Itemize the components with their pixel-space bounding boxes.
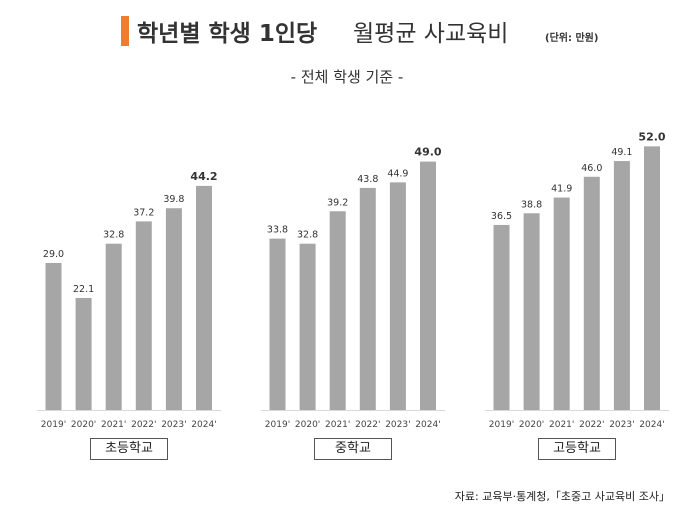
data-label: 33.8 — [267, 225, 288, 236]
bar — [299, 243, 316, 410]
x-tick-label: 2024' — [639, 420, 664, 430]
x-tick-label: 2024' — [415, 420, 440, 430]
data-label: 52.0 — [638, 130, 665, 143]
data-label: 37.2 — [133, 207, 154, 218]
bar — [644, 146, 660, 411]
school-level-label: 중학교 — [314, 438, 392, 460]
bar — [359, 187, 376, 410]
data-label: 32.8 — [103, 230, 124, 241]
school-level-label: 초등학교 — [90, 438, 168, 460]
bar — [105, 243, 122, 410]
bar — [583, 176, 600, 410]
source-note: 자료: 교육부·통계청,「초중고 사교육비 조사」 — [454, 490, 670, 503]
bar — [523, 213, 540, 410]
x-tick-label: 2019' — [265, 420, 290, 430]
data-label: 32.8 — [297, 230, 318, 241]
data-label: 39.2 — [327, 197, 348, 208]
bar — [493, 224, 510, 410]
data-label: 49.0 — [414, 146, 441, 159]
bar — [613, 161, 630, 410]
bar — [135, 221, 152, 410]
data-label: 38.8 — [521, 199, 542, 210]
data-label: 39.8 — [163, 194, 184, 205]
x-tick-label: 2022' — [579, 420, 604, 430]
x-tick-label: 2024' — [191, 420, 216, 430]
x-tick-label: 2023' — [161, 420, 186, 430]
data-label: 41.9 — [551, 184, 572, 195]
data-label: 44.9 — [387, 168, 408, 179]
bar — [553, 197, 570, 410]
data-label: 36.5 — [491, 211, 512, 222]
x-tick-label: 2020' — [519, 420, 544, 430]
bar — [420, 161, 436, 410]
x-tick-label: 2021' — [101, 420, 126, 430]
data-label: 46.0 — [581, 163, 602, 174]
x-tick-label: 2023' — [385, 420, 410, 430]
school-level-label: 고등학교 — [538, 438, 616, 460]
title-bar: 학년별 학생 1인당 월평균 사교육비 (단위: 만원) — [0, 12, 694, 52]
bar — [45, 262, 62, 410]
x-tick-label: 2020' — [295, 420, 320, 430]
x-tick-label: 2022' — [355, 420, 380, 430]
chart-title-normal: 월평균 사교육비 — [353, 21, 509, 47]
data-label: 49.1 — [611, 147, 632, 158]
bar — [269, 238, 286, 410]
data-label: 22.1 — [73, 284, 94, 295]
bar — [196, 185, 212, 410]
x-tick-label: 2021' — [549, 420, 574, 430]
chart-subtitle: - 전체 학생 기준 - — [290, 68, 404, 86]
bar — [389, 182, 406, 410]
data-label: 29.0 — [43, 249, 64, 260]
x-tick-label: 2020' — [71, 420, 96, 430]
bar — [75, 297, 92, 410]
x-tick-label: 2019' — [489, 420, 514, 430]
data-label: 43.8 — [357, 174, 378, 185]
chart-title-bold: 학년별 학생 1인당 — [137, 21, 318, 47]
x-tick-label: 2021' — [325, 420, 350, 430]
unit-label: (단위: 만원) — [545, 33, 599, 44]
x-tick-label: 2023' — [609, 420, 634, 430]
bar — [165, 208, 182, 410]
x-tick-label: 2022' — [131, 420, 156, 430]
data-label: 44.2 — [190, 170, 217, 183]
x-tick-label: 2019' — [41, 420, 66, 430]
title-accent-bar — [121, 16, 129, 46]
bar — [329, 211, 346, 410]
